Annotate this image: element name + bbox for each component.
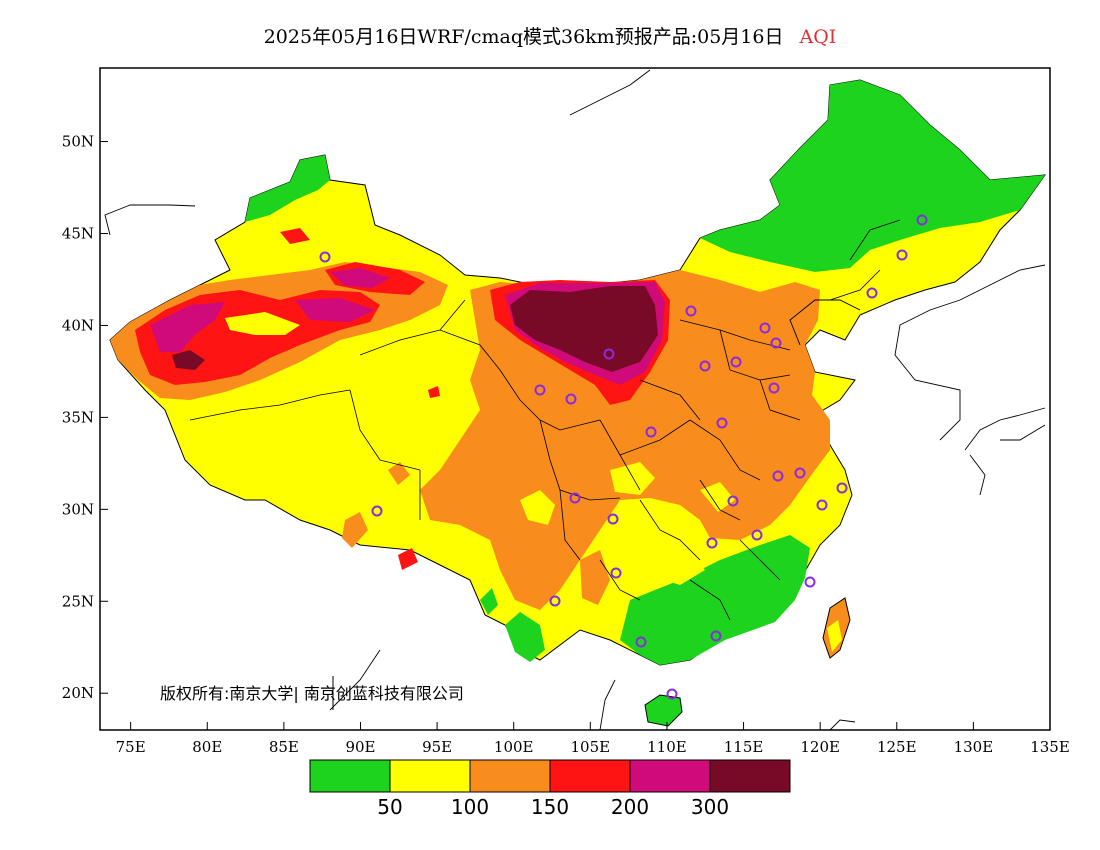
city-marker: [896, 249, 908, 261]
city-marker: [866, 287, 878, 299]
copyright-text: 版权所有:南京大学| 南京创蓝科技有限公司: [160, 684, 464, 703]
city-marker: [685, 305, 697, 317]
lon-tick-label: 130E: [954, 738, 994, 756]
city-marker: [727, 495, 739, 507]
city-marker: [759, 322, 771, 334]
city-marker: [836, 482, 848, 494]
colorbar-label: 300: [691, 795, 729, 819]
city-marker: [565, 393, 577, 405]
region-magenta: [150, 302, 225, 352]
city-marker: [319, 251, 331, 263]
lat-tick-label: 20N: [62, 684, 94, 702]
colorbar-swatch: [629, 759, 711, 793]
city-marker: [916, 214, 928, 226]
lat-tick-label: 35N: [62, 408, 94, 426]
colorbar-swatch: [549, 759, 631, 793]
map-content: [104, 69, 1047, 730]
city-markers: [319, 214, 928, 700]
colorbar-label: 150: [531, 795, 569, 819]
map-title: 2025年05月16日WRF/cmaq模式36km预报产品:05月16日 AQI: [0, 22, 1100, 49]
lon-tick-label: 135E: [1030, 738, 1070, 756]
lon-tick-label: 85E: [269, 738, 299, 756]
lat-tick-label: 25N: [62, 592, 94, 610]
city-marker: [768, 382, 780, 394]
city-marker: [716, 417, 728, 429]
city-marker: [772, 470, 784, 482]
city-marker: [666, 688, 678, 700]
lon-tick-label: 100E: [494, 738, 534, 756]
map-frame: [99, 67, 1051, 731]
city-marker: [816, 499, 828, 511]
region-green-northwest: [245, 155, 330, 222]
city-marker: [534, 384, 546, 396]
title-variable: AQI: [799, 26, 837, 48]
region-orange-central: [420, 270, 830, 610]
colorbar-swatch: [709, 759, 791, 793]
city-marker: [610, 567, 622, 579]
lon-tick-label: 120E: [800, 738, 840, 756]
city-marker: [645, 426, 657, 438]
region-hainan: [644, 694, 683, 727]
city-marker: [549, 595, 561, 607]
lon-tick-label: 90E: [345, 738, 375, 756]
title-text: 2025年05月16日WRF/cmaq模式36km预报产品:05月16日: [263, 26, 784, 48]
aqi-colorbar: 50 100 150 200 300: [309, 759, 791, 819]
lat-tick-label: 45N: [62, 225, 94, 243]
city-marker: [607, 513, 619, 525]
lat-tick-label: 50N: [62, 133, 94, 151]
colorbar-swatch: [309, 759, 391, 793]
city-marker: [371, 505, 383, 517]
city-marker: [635, 636, 647, 648]
city-marker: [751, 529, 763, 541]
colorbar-label: 50: [377, 795, 402, 819]
longitude-axis: 75E 80E 85E 90E 95E 100E 105E 110E 115E 120E 125E 1…: [116, 722, 1070, 756]
city-marker: [699, 360, 711, 372]
lat-tick-label: 40N: [62, 316, 94, 334]
city-marker: [770, 337, 782, 349]
colorbar-label: 200: [611, 795, 649, 819]
region-maroon-inner-mongolia: [510, 286, 658, 372]
lon-tick-label: 95E: [422, 738, 452, 756]
region-green-northeast: [700, 80, 1045, 272]
city-marker: [569, 492, 581, 504]
lon-tick-label: 110E: [647, 738, 687, 756]
lon-tick-label: 115E: [724, 738, 764, 756]
latitude-axis: 50N 45N 40N 35N 30N 25N 20N: [62, 133, 108, 702]
city-marker: [730, 356, 742, 368]
coastlines: [104, 69, 1046, 730]
city-marker: [794, 467, 806, 479]
region-green-south: [620, 535, 810, 665]
city-marker: [804, 576, 816, 588]
lon-tick-label: 80E: [192, 738, 222, 756]
region-green-southwest: [505, 612, 545, 662]
colorbar-swatch: [389, 759, 471, 793]
lon-tick-label: 75E: [116, 738, 146, 756]
lon-tick-label: 105E: [571, 738, 611, 756]
city-marker: [706, 537, 718, 549]
lat-tick-label: 30N: [62, 500, 94, 518]
lon-tick-label: 125E: [877, 738, 917, 756]
colorbar-swatch: [469, 759, 551, 793]
city-marker: [710, 630, 722, 642]
city-marker: [603, 348, 615, 360]
colorbar-label: 100: [451, 795, 489, 819]
province-boundaries: [189, 219, 901, 621]
